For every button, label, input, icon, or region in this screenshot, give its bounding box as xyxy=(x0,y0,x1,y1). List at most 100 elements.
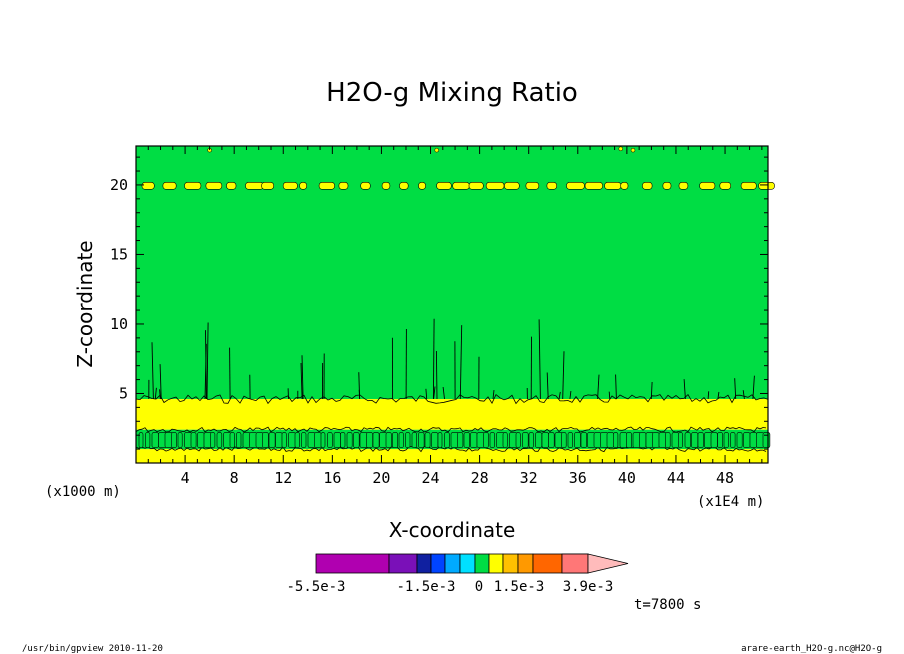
low-cell xyxy=(301,432,307,448)
x-axis: 4 8 12 16 20 24 28 32 36 40 44 48 xyxy=(147,146,763,487)
filament xyxy=(435,350,438,400)
filament xyxy=(597,374,600,400)
filament xyxy=(717,391,720,400)
band-cell xyxy=(282,182,298,190)
colorbar: -5.5e-3 -1.5e-3 0 1.5e-3 3.9e-3 xyxy=(286,553,629,595)
low-cell xyxy=(392,432,398,448)
y-tick-label: 15 xyxy=(110,245,128,263)
filament xyxy=(742,390,745,400)
band-cell xyxy=(226,182,237,190)
contour-upper xyxy=(135,393,769,405)
low-cell xyxy=(171,432,177,448)
top-speck xyxy=(434,147,439,153)
low-cell xyxy=(580,432,587,448)
filament xyxy=(300,362,303,400)
filament xyxy=(433,386,436,400)
low-cell xyxy=(138,432,144,448)
low-cell xyxy=(619,432,628,448)
low-cell xyxy=(671,432,680,448)
x-tick-label: 44 xyxy=(667,469,685,487)
band-cell xyxy=(399,182,409,190)
layer-2 xyxy=(136,399,768,430)
plot-area xyxy=(135,145,775,464)
low-cell xyxy=(184,432,192,448)
low-cell xyxy=(528,432,534,448)
x-tick-label: 36 xyxy=(569,469,587,487)
x-tick-label: 40 xyxy=(618,469,636,487)
filament xyxy=(707,391,710,400)
low-cell xyxy=(756,432,764,448)
low-cell xyxy=(151,432,159,448)
band-cell xyxy=(566,182,585,190)
low-cell xyxy=(665,432,671,448)
band-cell xyxy=(546,182,558,190)
band-cell xyxy=(485,182,505,190)
filament xyxy=(301,355,304,400)
x-axis-label: X-coordinate xyxy=(389,518,516,542)
low-cell xyxy=(444,432,450,448)
colorbar-swatch xyxy=(444,553,461,574)
band-cell xyxy=(604,182,622,190)
filament xyxy=(608,391,611,400)
low-cell xyxy=(697,432,704,448)
colorbar-swatch xyxy=(416,553,432,574)
colorbar-swatch xyxy=(488,553,504,574)
filament xyxy=(425,388,428,400)
band-cell xyxy=(740,182,757,190)
band-cell xyxy=(245,182,264,190)
footer-left: /usr/bin/gpview 2010-11-20 xyxy=(22,644,163,654)
colorbar-swatch xyxy=(502,553,519,574)
low-cell xyxy=(457,432,464,448)
low-cell xyxy=(613,432,619,448)
band-cell xyxy=(719,182,731,190)
low-cell xyxy=(600,432,608,448)
top-speck xyxy=(618,146,623,152)
low-cell xyxy=(470,432,478,448)
low-cell xyxy=(736,432,743,448)
band-cell xyxy=(452,182,470,190)
filament xyxy=(538,319,541,400)
colorbar-label: -1.5e-3 xyxy=(396,579,455,595)
low-cell xyxy=(190,432,197,448)
layer-0 xyxy=(136,449,768,463)
low-cell xyxy=(743,432,751,448)
band-cell xyxy=(338,182,349,190)
low-cell xyxy=(398,432,404,448)
filament xyxy=(159,389,161,400)
y-tick-label: 5 xyxy=(119,384,128,402)
top-speck xyxy=(630,147,636,153)
low-cell xyxy=(288,432,296,448)
filament xyxy=(206,322,209,400)
band-cell xyxy=(205,182,223,190)
filament xyxy=(154,387,157,400)
band-cell xyxy=(678,182,689,190)
low-cell xyxy=(353,432,360,448)
low-cell xyxy=(216,432,223,448)
low-cell xyxy=(567,432,573,448)
low-cell xyxy=(294,432,300,448)
x-unit-right: (x1E4 m) xyxy=(697,494,764,510)
low-cell xyxy=(210,432,216,448)
low-cell xyxy=(626,432,632,448)
filament xyxy=(650,381,653,400)
low-cell xyxy=(691,432,699,448)
colorbar-swatch xyxy=(388,553,418,574)
colorbar-label: 1.5e-3 xyxy=(494,579,545,595)
low-cell xyxy=(548,432,555,448)
band-cell xyxy=(381,182,391,190)
x-tick-label: 32 xyxy=(520,469,538,487)
low-cell xyxy=(177,432,183,448)
colorbar-extend-arrow xyxy=(587,553,629,574)
low-cell xyxy=(489,432,495,448)
filament xyxy=(159,364,162,400)
low-cell xyxy=(717,432,723,448)
x-tick-label: 8 xyxy=(230,469,239,487)
colorbar-swatch xyxy=(474,553,490,574)
low-cell xyxy=(749,432,758,448)
low-cell xyxy=(372,432,380,448)
y-axis: 5 10 15 20 xyxy=(110,156,768,450)
band-cell xyxy=(758,182,775,190)
low-cell xyxy=(730,432,736,448)
low-cell xyxy=(463,432,470,448)
